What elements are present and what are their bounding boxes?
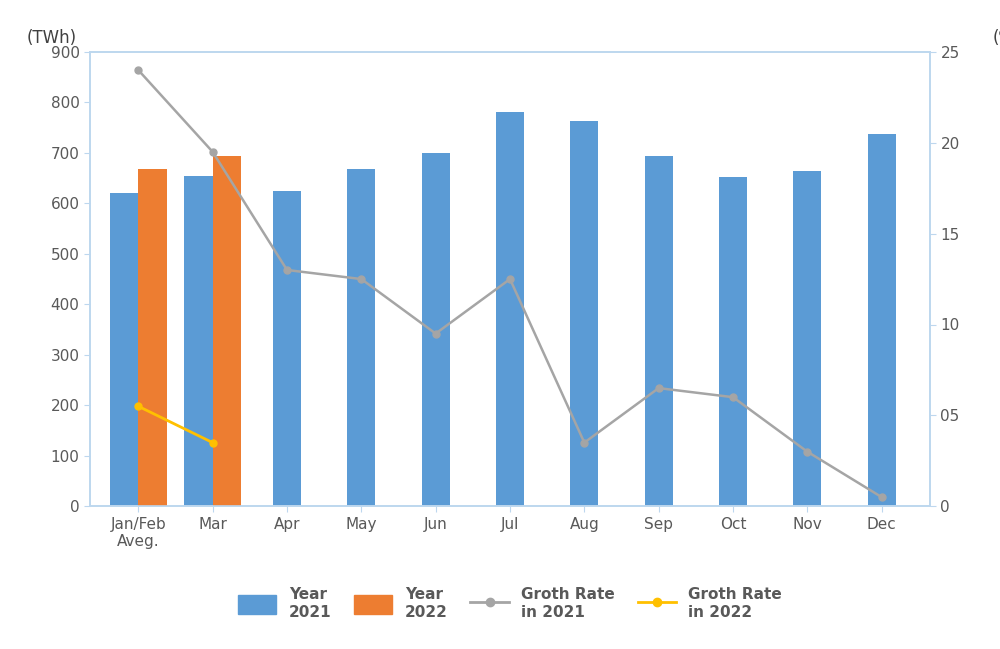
Bar <box>184 176 213 506</box>
Bar <box>110 193 138 506</box>
Text: (%): (%) <box>993 29 1000 47</box>
Bar <box>570 121 598 506</box>
Bar <box>496 112 524 506</box>
Bar <box>793 171 821 506</box>
Bar <box>645 156 673 506</box>
Bar <box>422 153 450 506</box>
Legend: Year
2021, Year
2022, Groth Rate
in 2021, Groth Rate
in 2022: Year 2021, Year 2022, Groth Rate in 2021… <box>223 572 797 635</box>
Text: (TWh): (TWh) <box>27 29 77 47</box>
Bar <box>213 156 241 506</box>
Bar <box>868 134 896 506</box>
Bar <box>138 169 167 506</box>
Bar <box>273 191 301 506</box>
Bar <box>719 177 747 506</box>
Bar <box>347 169 375 506</box>
